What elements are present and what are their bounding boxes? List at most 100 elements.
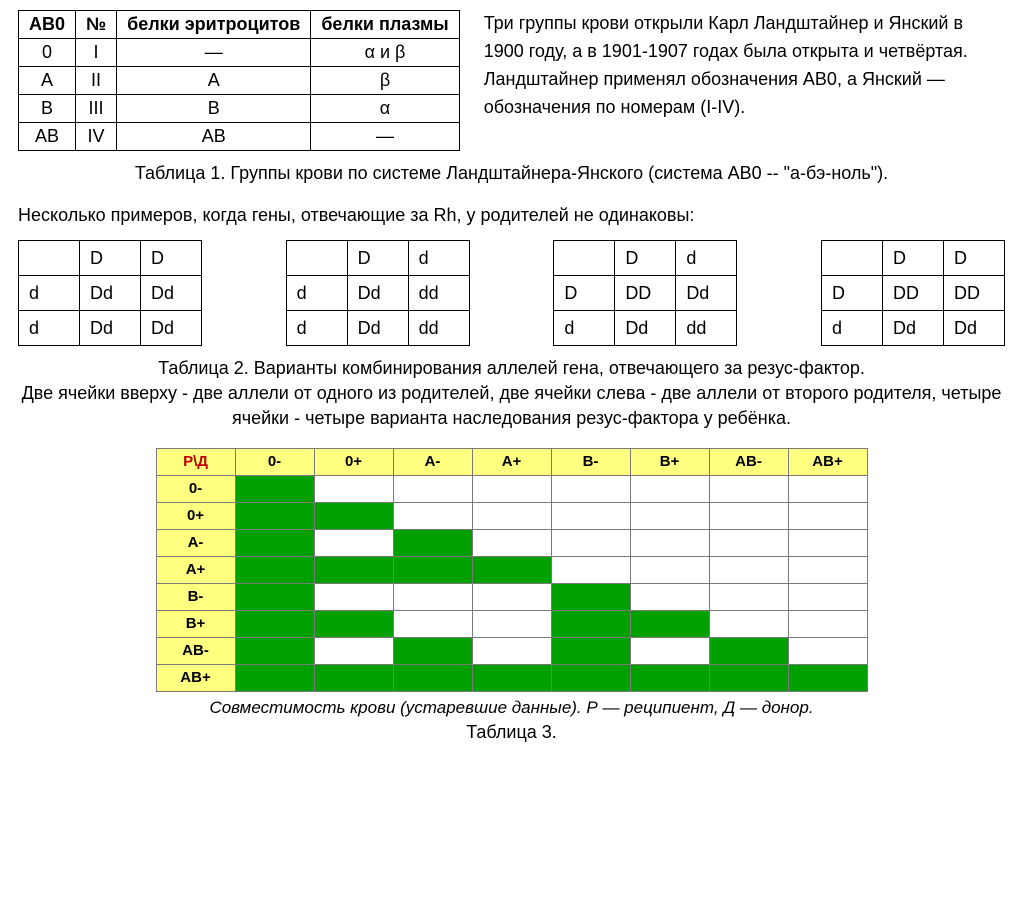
punnett-cell: Dd <box>676 276 737 311</box>
compat-yes-cell <box>314 502 393 529</box>
compat-yes-cell <box>709 664 788 691</box>
punnett-square: DDDDDDDdDdDd <box>821 240 1005 346</box>
punnett-cell: DD <box>943 276 1004 311</box>
table1-caption: Таблица 1. Группы крови по системе Ландш… <box>18 161 1005 186</box>
punnett-cell <box>286 241 347 276</box>
compat-no-cell <box>630 502 709 529</box>
compat-no-cell <box>393 583 472 610</box>
compat-yes-cell <box>709 637 788 664</box>
compat-no-cell <box>472 475 551 502</box>
table1-cell: β <box>311 67 459 95</box>
compat-no-cell <box>393 610 472 637</box>
table2-caption-line2: Две ячейки вверху - две аллели от одного… <box>22 383 1002 428</box>
punnett-cell: dd <box>408 276 469 311</box>
table1-cell: A <box>19 67 76 95</box>
compat-no-cell <box>630 583 709 610</box>
punnett-cell: D <box>882 241 943 276</box>
table1-header: № <box>76 11 117 39</box>
punnett-cell: Dd <box>943 311 1004 346</box>
compat-no-cell <box>472 637 551 664</box>
compat-no-cell <box>788 610 867 637</box>
punnett-cell: Dd <box>141 311 202 346</box>
table1-cell: AB <box>19 123 76 151</box>
table1-cell: AB <box>117 123 311 151</box>
punnett-square: DddDddddDddd <box>286 240 470 346</box>
table1-cell: α <box>311 95 459 123</box>
compat-corner: Р\Д <box>156 448 235 475</box>
compat-yes-cell <box>393 529 472 556</box>
compat-row-header: A- <box>156 529 235 556</box>
compat-no-cell <box>709 502 788 529</box>
punnett-cell: Dd <box>882 311 943 346</box>
compat-yes-cell <box>630 664 709 691</box>
compat-col-header: A+ <box>472 448 551 475</box>
compat-no-cell <box>709 475 788 502</box>
compat-row-header: A+ <box>156 556 235 583</box>
punnett-cell: D <box>141 241 202 276</box>
punnett-cell: d <box>676 241 737 276</box>
rh-examples-paragraph: Несколько примеров, когда гены, отвечающ… <box>18 202 1005 230</box>
table1-header: AB0 <box>19 11 76 39</box>
punnett-cell: Dd <box>141 276 202 311</box>
compat-yes-cell <box>235 556 314 583</box>
compat-yes-cell <box>314 664 393 691</box>
table1-cell: 0 <box>19 39 76 67</box>
compat-table-wrap: Р\Д0-0+A-A+B-B+AB-AB+0-0+A-A+B-B+AB-AB+ <box>18 448 1005 692</box>
table2-caption: Таблица 2. Варианты комбинирования аллел… <box>18 356 1005 432</box>
compat-no-cell <box>788 475 867 502</box>
compat-col-header: AB+ <box>788 448 867 475</box>
compat-no-cell <box>709 610 788 637</box>
intro-paragraph: Три группы крови открыли Карл Ландштайне… <box>484 10 1005 122</box>
punnett-cell: D <box>80 241 141 276</box>
punnett-cell: d <box>286 311 347 346</box>
punnett-cell: D <box>347 241 408 276</box>
compat-yes-cell <box>235 583 314 610</box>
table3-caption-italic: Совместимость крови (устаревшие данные).… <box>18 698 1005 718</box>
punnett-squares-row: DDdDdDddDdDdDddDddddDdddDdDDDDddDdddDDDD… <box>18 240 1005 346</box>
punnett-cell: Dd <box>615 311 676 346</box>
compat-row-header: AB+ <box>156 664 235 691</box>
compat-no-cell <box>551 502 630 529</box>
compat-no-cell <box>788 583 867 610</box>
punnett-cell: D <box>943 241 1004 276</box>
compat-row-header: AB- <box>156 637 235 664</box>
compat-no-cell <box>551 529 630 556</box>
compat-no-cell <box>630 475 709 502</box>
punnett-cell: D <box>821 276 882 311</box>
compat-no-cell <box>709 556 788 583</box>
punnett-cell <box>19 241 80 276</box>
compat-yes-cell <box>472 556 551 583</box>
compat-no-cell <box>472 502 551 529</box>
compat-col-header: B- <box>551 448 630 475</box>
compat-yes-cell <box>551 637 630 664</box>
punnett-cell: d <box>554 311 615 346</box>
compat-no-cell <box>314 475 393 502</box>
compat-yes-cell <box>235 637 314 664</box>
punnett-cell: Dd <box>80 276 141 311</box>
punnett-cell: d <box>408 241 469 276</box>
table1-cell: III <box>76 95 117 123</box>
punnett-cell: d <box>821 311 882 346</box>
punnett-square: DDdDdDddDdDd <box>18 240 202 346</box>
blood-groups-table: AB0№белки эритроцитовбелки плазмы0I—α и … <box>18 10 460 151</box>
compat-yes-cell <box>235 475 314 502</box>
compat-yes-cell <box>393 637 472 664</box>
compat-no-cell <box>472 529 551 556</box>
table1-header: белки эритроцитов <box>117 11 311 39</box>
compat-no-cell <box>393 475 472 502</box>
punnett-cell: Dd <box>347 311 408 346</box>
compat-no-cell <box>788 637 867 664</box>
punnett-cell <box>554 241 615 276</box>
compat-no-cell <box>788 502 867 529</box>
compat-yes-cell <box>235 502 314 529</box>
compat-no-cell <box>472 610 551 637</box>
compat-yes-cell <box>393 664 472 691</box>
compat-no-cell <box>314 529 393 556</box>
punnett-cell: DD <box>882 276 943 311</box>
table1-cell: — <box>311 123 459 151</box>
compat-no-cell <box>472 583 551 610</box>
compat-no-cell <box>393 502 472 529</box>
compat-yes-cell <box>235 610 314 637</box>
table1-cell: B <box>117 95 311 123</box>
table2-caption-line1: Таблица 2. Варианты комбинирования аллел… <box>158 358 865 378</box>
